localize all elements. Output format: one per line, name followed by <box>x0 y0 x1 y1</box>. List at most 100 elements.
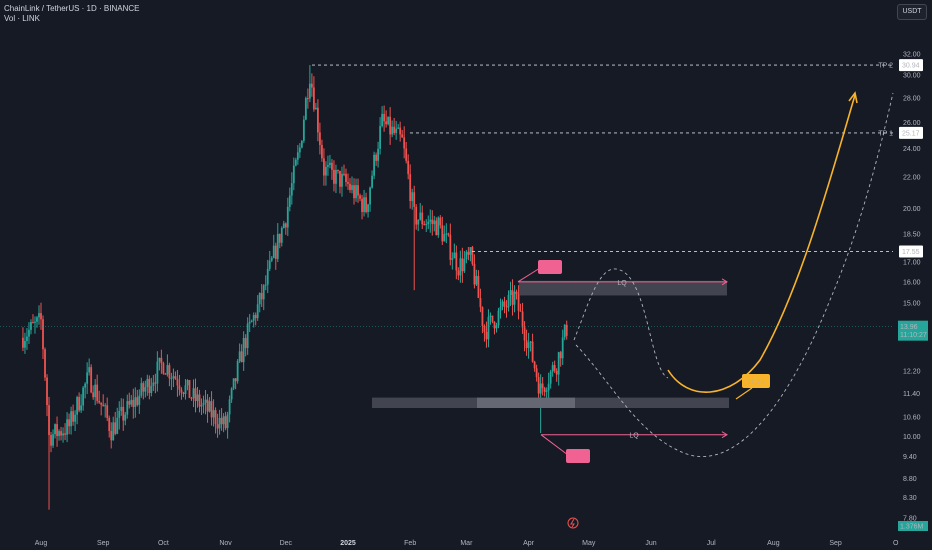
projection-path-bullish <box>667 94 856 393</box>
y-tick-label: 11.40 <box>903 391 920 398</box>
candle-body <box>186 380 189 386</box>
candle-body <box>160 357 163 364</box>
candle-body <box>477 275 480 298</box>
candle-body <box>499 307 502 311</box>
y-tick-label: 9.40 <box>903 454 917 461</box>
candle-body <box>118 410 121 418</box>
candle-body <box>557 352 560 375</box>
candle-body <box>419 212 422 220</box>
candle-body <box>397 127 400 129</box>
candle-body <box>58 431 60 437</box>
currency-button[interactable]: USDT <box>897 4 927 20</box>
candle-body <box>451 258 454 260</box>
candle-body <box>331 162 333 170</box>
candle-body <box>329 162 331 165</box>
candle-body <box>156 361 159 384</box>
y-tick-label: 12.20 <box>903 368 921 375</box>
projection-path-lower <box>575 92 894 457</box>
candle-body <box>120 406 123 411</box>
candle-body <box>132 399 135 407</box>
candle-body <box>44 349 46 378</box>
candle-body <box>200 404 203 407</box>
candle-body <box>124 414 127 421</box>
candle-body <box>361 198 363 212</box>
candle-body <box>134 397 137 407</box>
candle-body <box>327 164 329 167</box>
y-tick-label: 28.00 <box>903 95 921 102</box>
candle-body <box>242 337 245 363</box>
lq-label-lower: LQ <box>629 433 639 440</box>
y-tick-label: 17.00 <box>903 259 921 266</box>
candle-body <box>545 390 548 392</box>
candle-body <box>264 284 267 286</box>
tp2-price-tag: 30.94 <box>902 63 920 70</box>
candle-body <box>549 371 552 384</box>
candle-body <box>337 169 339 171</box>
candle-body <box>521 311 524 328</box>
demand-zone-highlight <box>477 397 575 409</box>
x-tick-label: Mar <box>460 540 473 547</box>
candle-body <box>146 378 149 388</box>
target-leader <box>735 387 753 400</box>
candle-body <box>319 132 321 145</box>
candle-body <box>292 165 295 184</box>
candle-body <box>114 422 117 434</box>
candle-body <box>30 322 32 330</box>
candle-body <box>377 148 379 161</box>
candle-body <box>465 251 468 260</box>
x-tick-label: O <box>893 540 899 547</box>
candle-body <box>547 383 550 391</box>
candle-body <box>365 197 367 213</box>
candle-body <box>355 185 357 199</box>
callout-upper <box>538 260 562 274</box>
candle-body <box>130 399 133 405</box>
candle-body <box>254 315 257 319</box>
chart-header: ChainLink / TetherUS · 1D · BINANCE Vol … <box>4 4 139 24</box>
candle-body <box>308 83 311 99</box>
candle-body <box>184 385 187 395</box>
x-tick-label: Aug <box>767 540 780 547</box>
candle-body <box>373 154 375 176</box>
candle-body <box>90 367 93 393</box>
candle-body <box>258 292 261 305</box>
candle-body <box>218 417 221 429</box>
tp2-label: TP 2 <box>878 63 893 70</box>
candle-body <box>439 217 442 226</box>
x-tick-label: Sep <box>829 540 842 547</box>
candle-body <box>523 327 526 341</box>
volume-indicator-label: Vol · LINK <box>4 14 41 23</box>
candle-body <box>415 206 418 225</box>
candle-body <box>559 352 562 359</box>
candle-body <box>54 424 56 435</box>
lq-label-upper: LQ <box>617 280 627 287</box>
x-tick-label: Jul <box>707 540 716 547</box>
candle-body <box>158 357 161 362</box>
candle-body <box>278 233 281 243</box>
candle-body <box>48 405 50 436</box>
candle-body <box>353 185 355 199</box>
candle-body <box>435 220 438 236</box>
candle-body <box>226 414 229 429</box>
candle-body <box>505 306 508 308</box>
projection-path-upper <box>573 268 669 379</box>
candle-body <box>539 383 542 394</box>
candle-body <box>176 379 179 386</box>
candle-body <box>429 219 432 222</box>
candle-body <box>190 397 193 399</box>
candle-body <box>312 87 315 110</box>
candle-body <box>262 285 265 300</box>
candle-body <box>72 411 75 422</box>
candle-body <box>252 315 255 321</box>
y-tick-label: 10.00 <box>903 434 921 441</box>
last-price-tag-bg <box>898 320 928 341</box>
x-tick-label: Apr <box>523 540 535 547</box>
x-tick-label: Nov <box>219 540 232 547</box>
candle-body <box>288 195 291 207</box>
candle-body <box>126 401 129 415</box>
candle-body <box>367 204 369 213</box>
candle-body <box>60 431 62 436</box>
candle-body <box>503 301 506 307</box>
candle-body <box>46 377 48 406</box>
